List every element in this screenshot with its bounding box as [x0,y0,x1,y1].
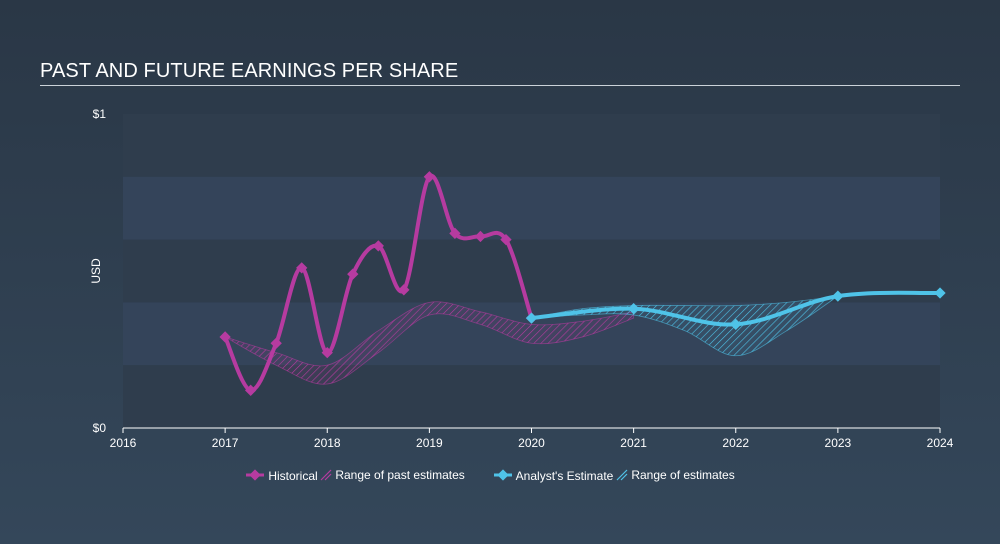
analyst-estimate-series [525,287,946,331]
analyst-estimate-point[interactable] [730,318,742,331]
x-tick-label: 2022 [722,436,749,450]
historical-point[interactable] [474,230,487,243]
historical-point[interactable] [449,227,461,239]
future-range-legend-icon [616,469,628,481]
historical-point[interactable] [270,337,282,349]
analyst-estimate-legend-icon [494,469,512,481]
grid-band [123,365,940,428]
historical-point[interactable] [296,262,308,274]
grid-band [123,176,940,240]
historical-point[interactable] [244,384,257,396]
x-tick-label: 2020 [518,436,545,450]
x-tick-label: 2019 [416,436,443,450]
legend-historical[interactable]: Historical [245,468,318,483]
analyst-estimate-point[interactable] [525,312,538,324]
historical-point[interactable] [219,331,231,343]
legend-analyst-estimate-label: Analyst's Estimate [515,469,614,483]
x-tick-label: 2017 [212,436,239,450]
historical-point[interactable] [321,346,333,359]
x-tick-label: 2018 [314,436,341,450]
grid-bands [123,114,940,428]
past-range-area [224,301,635,385]
historical-legend-icon [246,469,264,481]
x-axis: 2016 2017 2018 2019 2020 2021 2022 2023 2024 [110,427,954,450]
x-tick-label: 2023 [825,436,852,450]
y-tick-label-bottom: $0 [93,421,107,435]
historical-point[interactable] [347,268,359,280]
legend-historical-label: Historical [268,469,318,483]
x-tick-label: 2021 [620,436,647,450]
past-range-legend-icon [320,469,332,481]
x-tick-label: 2024 [927,436,954,450]
legend-past-range[interactable]: Range of past estimates [320,468,465,482]
historical-point[interactable] [423,171,436,183]
legend-past-range-label: Range of past estimates [335,468,465,482]
y-axis-label: USD [89,258,103,284]
historical-point[interactable] [372,240,384,252]
legend: Historical Range of past estimates Analy… [0,468,1000,488]
analyst-estimate-point[interactable] [627,303,640,315]
grid-band [123,114,940,177]
title-divider [40,85,960,86]
legend-future-range-label: Range of estimates [631,468,735,482]
historical-point[interactable] [398,284,410,296]
y-tick-label-top: $1 [93,107,107,121]
grid-band [123,239,940,303]
past-estimate-range [224,301,635,385]
chart-title: PAST AND FUTURE EARNINGS PER SHARE [40,60,459,82]
legend-analyst-estimate[interactable]: Analyst's Estimate [493,468,613,483]
analyst-estimate-point[interactable] [934,287,946,299]
x-tick-label: 2016 [110,436,137,450]
historical-point[interactable] [500,233,512,246]
analyst-estimate-point[interactable] [832,290,844,302]
legend-future-range[interactable]: Range of estimates [616,468,735,482]
